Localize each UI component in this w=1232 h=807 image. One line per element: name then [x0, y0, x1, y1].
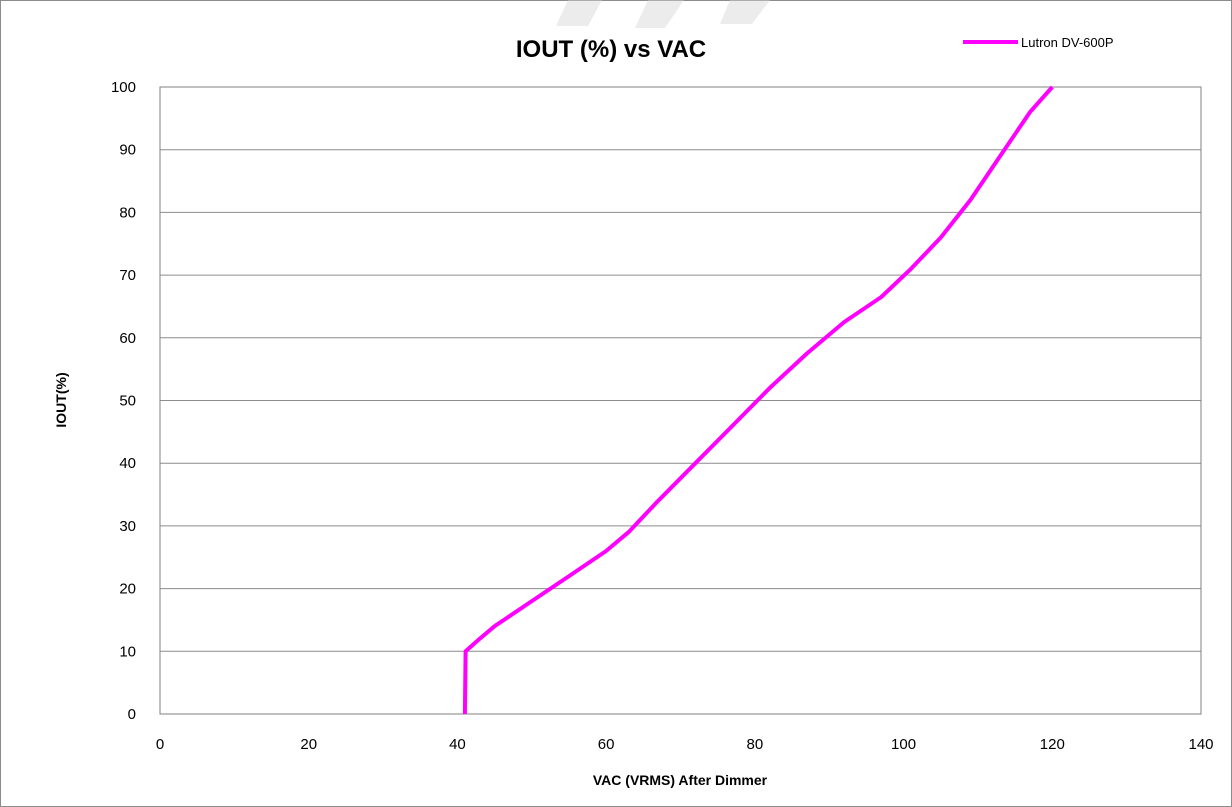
x-tick-label: 0 — [156, 736, 164, 753]
x-tick-label: 20 — [300, 736, 317, 753]
x-tick-label: 120 — [1040, 736, 1065, 753]
legend: Lutron DV-600P — [963, 35, 1114, 50]
x-tick-label: 60 — [598, 736, 615, 753]
y-tick-label: 100 — [111, 79, 136, 96]
y-tick-label: 60 — [119, 330, 136, 347]
y-tick-label: 20 — [119, 581, 136, 598]
x-axis-tick-labels: 0 20 40 60 80 100 120 140 — [156, 736, 1214, 753]
y-axis-tick-labels: 0 10 20 30 40 50 60 70 80 90 100 — [111, 79, 136, 723]
plot-area — [159, 86, 1202, 715]
y-tick-label: 90 — [119, 142, 136, 159]
y-tick-label: 0 — [128, 706, 136, 723]
series-layer — [462, 85, 1054, 715]
x-tick-label: 80 — [747, 736, 764, 753]
x-tick-label: 140 — [1188, 736, 1213, 753]
y-tick-label: 50 — [119, 393, 136, 410]
y-tick-label: 10 — [119, 643, 136, 660]
x-tick-label: 40 — [449, 736, 466, 753]
series-line-0 — [462, 85, 1054, 715]
y-axis-title: IOUT(%) — [53, 372, 69, 427]
x-axis-title: VAC (VRMS) After Dimmer — [593, 772, 768, 788]
y-tick-label: 30 — [119, 518, 136, 535]
gridlines — [160, 86, 1201, 715]
y-tick-label: 40 — [119, 455, 136, 472]
y-tick-label: 80 — [119, 204, 136, 221]
x-tick-label: 100 — [891, 736, 916, 753]
y-tick-label: 70 — [119, 267, 136, 284]
chart-title: IOUT (%) vs VAC — [516, 36, 706, 63]
legend-label: Lutron DV-600P — [1021, 35, 1114, 50]
